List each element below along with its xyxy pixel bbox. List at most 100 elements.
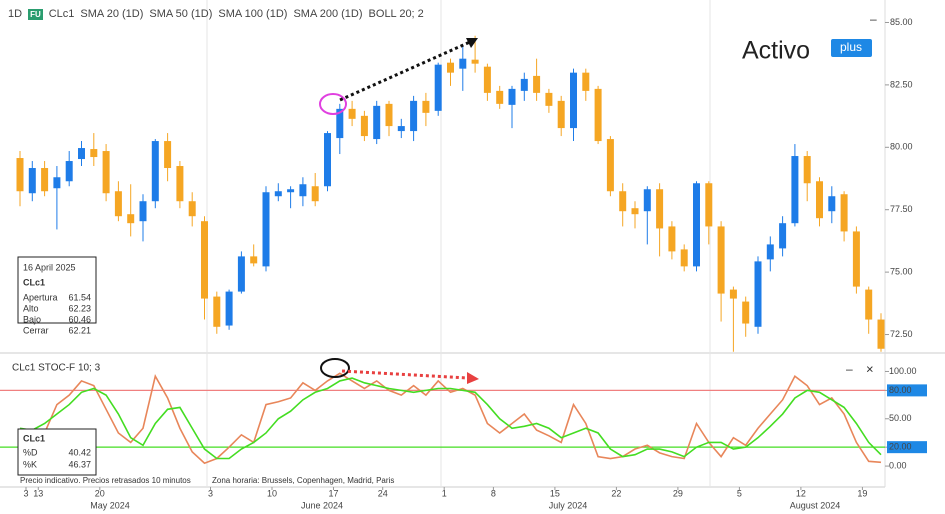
interval[interactable]: 1D [8, 8, 23, 20]
x-tick-label: 8 [491, 488, 496, 498]
candle-body [668, 226, 676, 252]
candle-body [533, 75, 541, 93]
candle-body [373, 105, 381, 140]
candle-body [348, 108, 356, 119]
y-tick-label: 100.00 [889, 366, 917, 376]
y-tick-label: 80.00 [889, 385, 912, 395]
month-label: May 2024 [90, 500, 130, 510]
candle-body [693, 183, 700, 267]
candle-body [434, 64, 442, 111]
candle-body [619, 191, 627, 212]
candle-body [201, 221, 208, 299]
candle-body [582, 72, 590, 91]
candle-body [643, 189, 651, 212]
y-tick-highlight [887, 441, 927, 454]
candle-body [828, 196, 836, 212]
stoch-line [19, 377, 882, 460]
y-tick-label: 82.50 [890, 79, 913, 89]
highlight-circle [320, 358, 350, 378]
symbol[interactable]: CLc1 [48, 8, 75, 20]
y-tick-label: 80.00 [890, 142, 913, 152]
candle-body [90, 149, 98, 158]
candle-body [852, 231, 860, 287]
candle-body [742, 301, 750, 324]
candle-body [274, 191, 282, 197]
indicator[interactable]: BOLL 20; 2 [368, 8, 424, 20]
header: 1D FU CLc1 SMA 20 (1D) SMA 50 (1D) SMA 100… [8, 8, 424, 20]
candle-body [262, 192, 270, 267]
x-tick-label: 17 [328, 488, 338, 498]
info-symbol: CLc1 [23, 277, 45, 287]
y-tick-label: 50.00 [889, 413, 912, 423]
candle-body [53, 177, 61, 189]
minimize-button[interactable]: – [846, 362, 853, 376]
x-tick-label: 12 [796, 488, 806, 498]
y-tick-label: 20.00 [889, 442, 912, 452]
indicator[interactable]: SMA 100 (1D) [218, 8, 288, 20]
candle-body [176, 166, 184, 202]
highlight-circle [319, 93, 347, 115]
candle-body [213, 296, 221, 327]
indicator-title: CLc1 STOC-F 10; 3 [12, 363, 101, 374]
candle-body [237, 256, 245, 292]
candle-body [717, 226, 725, 294]
x-tick-label: 19 [857, 488, 867, 498]
candle-body [606, 139, 614, 192]
x-tick-label: 24 [378, 488, 388, 498]
candle-body [78, 148, 85, 160]
indicator[interactable]: SMA 50 (1D) [149, 8, 213, 20]
candle-body [422, 100, 430, 113]
candle-body [447, 62, 454, 73]
candle-body [545, 92, 553, 106]
indicator[interactable]: SMA 200 (1D) [293, 8, 363, 20]
stoch-box [17, 428, 97, 476]
info-value: 60.46 [68, 314, 91, 324]
indicator[interactable]: SMA 20 (1D) [80, 8, 144, 20]
candle-body [164, 141, 172, 169]
minimize-button[interactable]: – [870, 12, 877, 26]
y-tick-label: 85.00 [890, 17, 913, 27]
candle-body [41, 168, 49, 192]
close-button[interactable]: × [866, 361, 874, 376]
candle-body [557, 100, 565, 129]
month-label: July 2024 [549, 500, 588, 510]
x-tick-label: 22 [611, 488, 621, 498]
candle-body [631, 208, 639, 215]
candle-body [520, 78, 528, 91]
x-tick-label: 3 [23, 488, 28, 498]
arrow-head [466, 38, 478, 48]
y-tick-label: 72.50 [890, 329, 913, 339]
candle-body [250, 256, 258, 264]
candle-body [705, 183, 713, 227]
candle-body [816, 181, 823, 219]
candle-body [151, 141, 159, 202]
info-box [17, 256, 97, 324]
logo-text: Activo [742, 37, 810, 65]
y-tick-highlight [887, 384, 927, 397]
stoch-line [19, 372, 882, 465]
stoch-label: %K [23, 459, 37, 469]
logo-tag: plus [840, 40, 862, 54]
info-value: 61.54 [68, 292, 91, 302]
logo-badge [831, 39, 872, 57]
candle-body [840, 194, 848, 232]
candle-body [865, 289, 873, 320]
candle-body [508, 88, 516, 105]
stoch-value: 46.37 [68, 459, 91, 469]
info-label: Bajo [23, 314, 41, 324]
candle-body [471, 59, 479, 64]
stoch-value: 40.42 [68, 447, 91, 457]
candle-body [225, 291, 233, 326]
x-tick-label: 5 [737, 488, 742, 498]
x-tick-label: 13 [33, 488, 43, 498]
candle-body [680, 249, 688, 267]
candle-body [594, 88, 602, 142]
info-date: 16 April 2025 [23, 262, 76, 272]
badge: FU [28, 8, 43, 20]
stoch-label: %D [23, 447, 38, 457]
candle-body [65, 161, 73, 182]
candle-body [459, 58, 467, 69]
candle-body [102, 151, 110, 194]
